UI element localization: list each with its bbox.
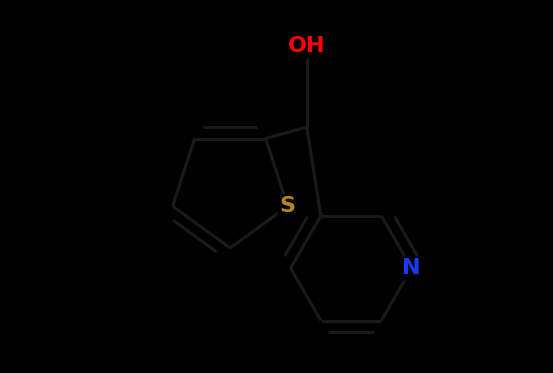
Text: N: N [403,258,421,278]
Text: OH: OH [288,37,326,56]
Text: S: S [280,196,296,216]
